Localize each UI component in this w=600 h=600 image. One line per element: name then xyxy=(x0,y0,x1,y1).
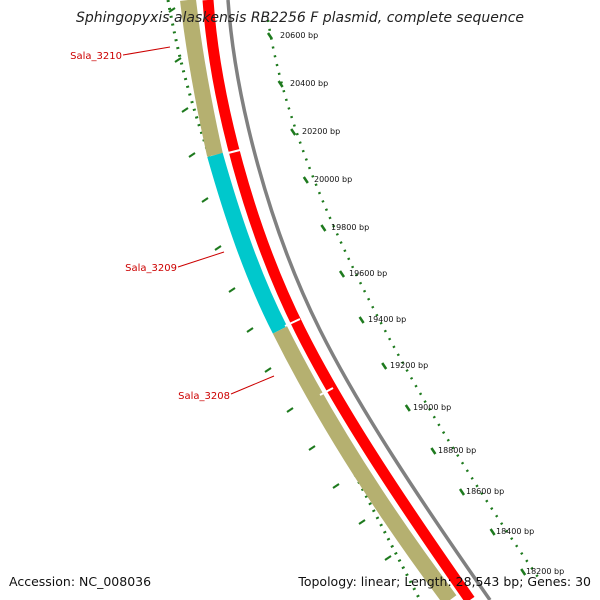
major-tick xyxy=(338,270,346,278)
cds-band xyxy=(202,0,475,600)
bp-label: 20600 bp xyxy=(280,31,318,40)
gene-band-sala-3208 xyxy=(272,326,457,600)
major-tick xyxy=(430,447,437,455)
major-tick xyxy=(277,80,284,88)
major-tick xyxy=(266,32,274,40)
map-title: Sphingopyxis alaskensis RB2256 F plasmid… xyxy=(76,10,524,26)
major-tick xyxy=(320,224,327,232)
bp-label: 18200 bp xyxy=(526,567,564,576)
bp-ruler xyxy=(266,19,542,581)
backbone-line xyxy=(226,0,492,600)
bp-label: 18400 bp xyxy=(496,527,534,536)
inner-tick xyxy=(201,197,209,203)
summary-text: Topology: linear; Length: 28,543 bp; Gen… xyxy=(297,574,591,589)
major-tick xyxy=(458,488,466,496)
leader-line-sala-3208 xyxy=(230,375,275,395)
gene-label-sala-3209: Sala_3209 xyxy=(125,263,177,274)
inner-tick xyxy=(384,555,392,561)
gene-band-sala-3209 xyxy=(207,152,288,334)
inner-tick xyxy=(246,327,254,333)
major-ticks xyxy=(266,32,527,576)
accession-text: Accession: NC_008036 xyxy=(9,574,151,589)
inner-tick xyxy=(308,445,316,451)
inner-tick xyxy=(181,107,189,113)
bp-label: 19400 bp xyxy=(368,315,406,324)
inner-tick xyxy=(214,245,222,251)
bp-label: 20200 bp xyxy=(302,127,340,136)
major-tick xyxy=(290,128,297,136)
bp-label: 19200 bp xyxy=(390,361,428,370)
inner-tick xyxy=(228,287,236,293)
bp-label: 18600 bp xyxy=(466,487,504,496)
inner-tick xyxy=(188,152,196,158)
inner-tick xyxy=(264,367,272,373)
leader-line-sala-3210 xyxy=(122,46,171,56)
cds-separators xyxy=(223,149,334,396)
major-tick xyxy=(358,316,365,324)
inner-tick xyxy=(332,483,340,489)
bp-labels: 20600 bp 20400 bp 20200 bp 20000 bp 19800 bp… xyxy=(280,31,564,576)
major-tick xyxy=(520,568,527,576)
bp-label: 20000 bp xyxy=(314,175,352,184)
bp-label: 20400 bp xyxy=(290,79,328,88)
gene-label-sala-3210: Sala_3210 xyxy=(70,51,122,62)
bp-label: 18800 bp xyxy=(438,446,476,455)
inner-tick xyxy=(174,57,182,63)
gene-band-sala-3210 xyxy=(180,0,223,157)
inner-tick xyxy=(358,519,366,525)
inner-tick xyxy=(168,7,176,13)
gene-labels: Sala_3210 Sala_3209 Sala_3208 xyxy=(70,46,275,402)
major-tick xyxy=(404,404,411,412)
major-tick xyxy=(302,176,309,184)
major-tick xyxy=(489,528,496,536)
major-tick xyxy=(381,362,388,370)
gene-label-sala-3208: Sala_3208 xyxy=(178,391,230,402)
leader-line-sala-3209 xyxy=(177,251,225,268)
bp-label: 19000 bp xyxy=(413,403,451,412)
inner-tick xyxy=(286,407,294,413)
bp-label: 19800 bp xyxy=(331,223,369,232)
inner-ticks xyxy=(168,7,392,561)
bp-label: 19600 bp xyxy=(349,269,387,278)
